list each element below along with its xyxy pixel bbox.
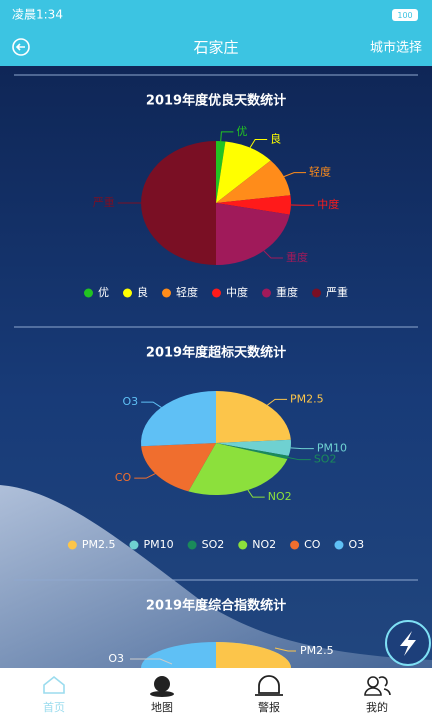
legend-label: 优	[98, 286, 109, 299]
pie-label: SO2	[314, 453, 337, 466]
legend-label: PM10	[143, 538, 173, 551]
nav-icon	[150, 691, 174, 697]
legend-dot	[334, 541, 343, 550]
pie-label: O3	[122, 395, 138, 408]
legend-dot	[188, 541, 197, 550]
city-select[interactable]: 城市选择	[370, 40, 422, 56]
legend-dot	[68, 541, 77, 550]
pie-label: NO2	[268, 490, 292, 503]
legend-label: 重度	[276, 285, 298, 299]
legend-dot	[129, 541, 138, 550]
legend-dot	[262, 289, 271, 298]
legend-dot	[123, 289, 132, 298]
legend-label: 中度	[226, 285, 248, 299]
legend-dot	[212, 289, 221, 298]
legend-label: NO2	[252, 538, 276, 551]
pie-label: 优	[236, 125, 247, 138]
pie-label: O3	[108, 652, 124, 665]
legend-label: CO	[304, 538, 321, 551]
legend-label: 轻度	[176, 285, 198, 299]
pie-label: 严重	[93, 195, 115, 209]
legend-dot	[84, 289, 93, 298]
legend-label: 严重	[326, 285, 348, 299]
nav-item[interactable]: 警报	[258, 700, 280, 714]
pie-label: CO	[115, 471, 132, 484]
legend-dot	[312, 289, 321, 298]
pie-label: PM2.5	[290, 392, 324, 405]
legend-dot	[290, 541, 299, 550]
battery-level: 100	[397, 11, 412, 20]
nav-icon	[154, 676, 170, 692]
status-time: 凌晨1:34	[12, 8, 63, 22]
nav-item[interactable]: 首页	[43, 700, 65, 714]
chart-title: 2019年度优良天数统计	[146, 93, 286, 109]
chart-title: 2019年度综合指数统计	[146, 598, 286, 614]
nav-item[interactable]: 我的	[366, 700, 388, 714]
chart-title: 2019年度超标天数统计	[146, 345, 286, 361]
header-title: 石家庄	[193, 39, 238, 57]
pie-label: PM2.5	[300, 644, 334, 657]
pie-label: 重度	[286, 250, 308, 264]
legend-label: 良	[137, 285, 148, 299]
legend-label: SO2	[202, 538, 225, 551]
nav-item[interactable]: 地图	[151, 701, 173, 714]
pie-label: 中度	[317, 197, 339, 211]
legend-dot	[162, 289, 171, 298]
pie-label: 良	[270, 131, 281, 145]
legend-label: O3	[348, 538, 364, 551]
legend-dot	[238, 541, 247, 550]
legend-label: PM2.5	[82, 538, 116, 551]
pie-label: 轻度	[309, 165, 331, 179]
